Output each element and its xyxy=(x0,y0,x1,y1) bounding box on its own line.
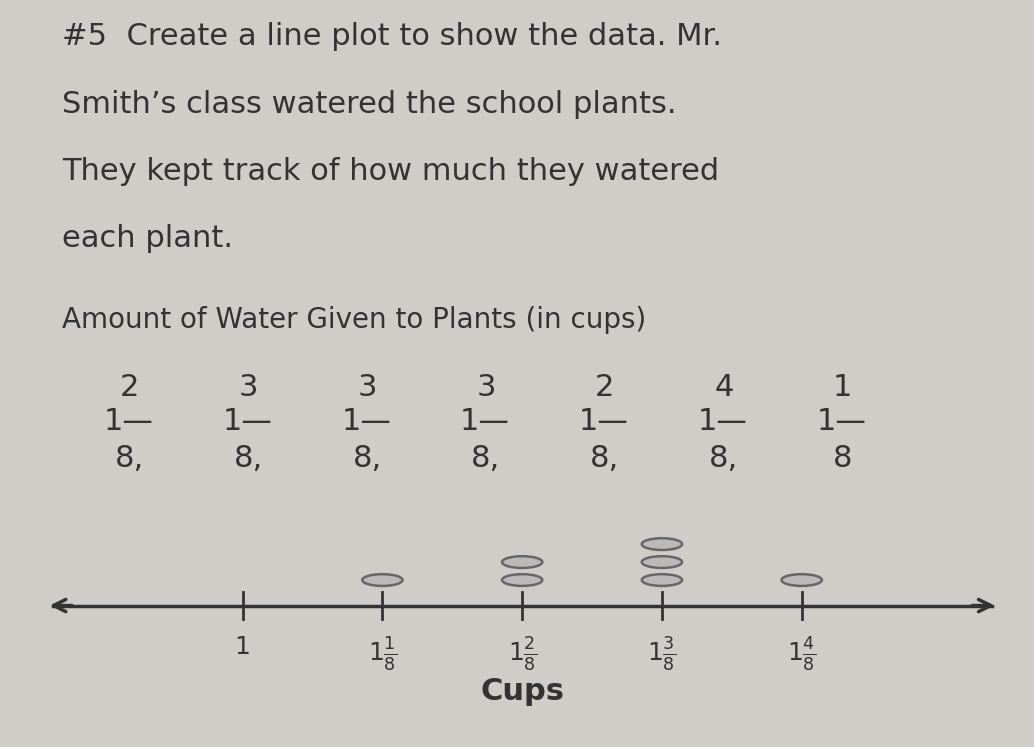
Circle shape xyxy=(644,557,680,568)
Text: 3: 3 xyxy=(477,374,495,403)
Text: 1: 1 xyxy=(235,635,250,659)
Text: 1—: 1— xyxy=(103,407,153,436)
Text: 1: 1 xyxy=(833,374,852,403)
Circle shape xyxy=(364,574,400,586)
Text: 8,: 8, xyxy=(115,444,144,474)
Text: Cups: Cups xyxy=(480,678,565,707)
Circle shape xyxy=(644,539,680,549)
Text: 1—: 1— xyxy=(222,407,272,436)
Text: $1\frac{1}{8}$: $1\frac{1}{8}$ xyxy=(368,635,397,673)
Text: 8,: 8, xyxy=(234,444,263,474)
Text: 3: 3 xyxy=(239,374,257,403)
Text: 2: 2 xyxy=(596,374,614,403)
Text: $1\frac{3}{8}$: $1\frac{3}{8}$ xyxy=(647,635,676,673)
Text: 2: 2 xyxy=(120,374,139,403)
Circle shape xyxy=(784,574,820,586)
Text: 1—: 1— xyxy=(579,407,629,436)
Text: Smith’s class watered the school plants.: Smith’s class watered the school plants. xyxy=(62,90,676,119)
Text: each plant.: each plant. xyxy=(62,224,233,253)
Text: $1\frac{4}{8}$: $1\frac{4}{8}$ xyxy=(787,635,816,673)
Text: 8: 8 xyxy=(833,444,852,474)
Text: 8,: 8, xyxy=(472,444,500,474)
Text: $1\frac{2}{8}$: $1\frac{2}{8}$ xyxy=(508,635,537,673)
Text: 3: 3 xyxy=(358,374,376,403)
Text: 1—: 1— xyxy=(817,407,866,436)
Circle shape xyxy=(504,574,541,586)
Text: 8,: 8, xyxy=(353,444,382,474)
Text: 1—: 1— xyxy=(698,407,748,436)
Text: #5  Create a line plot to show the data. Mr.: #5 Create a line plot to show the data. … xyxy=(62,22,722,52)
Circle shape xyxy=(644,574,680,586)
Text: 8,: 8, xyxy=(709,444,738,474)
Circle shape xyxy=(504,557,541,568)
Text: 1—: 1— xyxy=(341,407,391,436)
Text: They kept track of how much they watered: They kept track of how much they watered xyxy=(62,157,720,186)
Text: 4: 4 xyxy=(714,374,733,403)
Text: 1—: 1— xyxy=(460,407,510,436)
Text: 8,: 8, xyxy=(590,444,619,474)
Text: Amount of Water Given to Plants (in cups): Amount of Water Given to Plants (in cups… xyxy=(62,306,646,334)
